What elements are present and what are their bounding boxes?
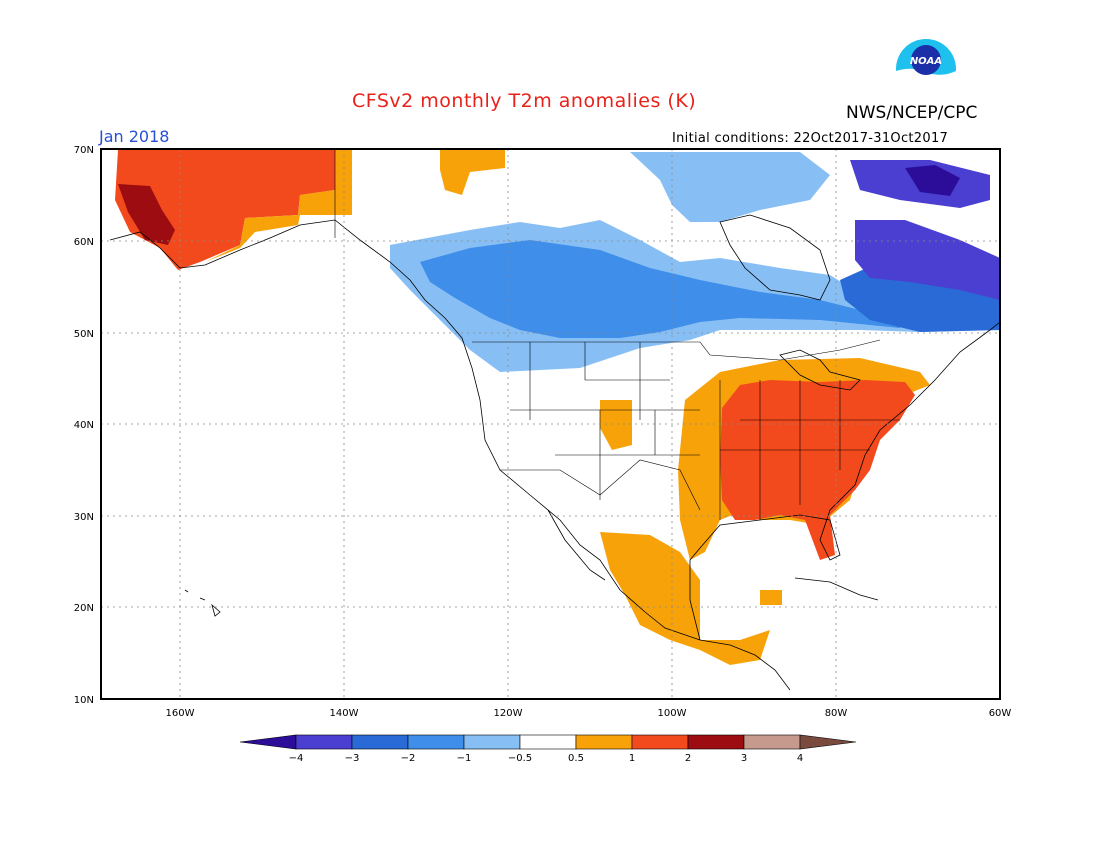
alaska-very-warm-spot (118, 184, 175, 245)
colorbar-swatch (295, 734, 353, 750)
northern-canada-cool (630, 152, 830, 222)
colorbar-arrow-right (799, 734, 857, 750)
colorbar-swatch (407, 734, 465, 750)
great-lakes (779, 349, 861, 391)
colorbar-swatch (575, 734, 633, 750)
svg-text:NOAA: NOAA (910, 56, 942, 67)
lon-label: 120W (494, 708, 523, 719)
colorbar-swatch (631, 734, 689, 750)
lat-label: 10N (74, 695, 94, 706)
lat-label: 30N (74, 512, 94, 523)
colorbar-label: 3 (741, 753, 747, 764)
north-america-coastline (109, 219, 1000, 691)
hawaii-islands (184, 589, 221, 617)
lat-label: 60N (74, 237, 94, 248)
colorbar-swatch (463, 734, 521, 750)
forecast-month: Jan 2018 (99, 127, 170, 146)
colorbar-label: −3 (345, 753, 360, 764)
yukon-warm-patch (440, 150, 505, 195)
noaa-logo-icon: NOAA (896, 39, 956, 100)
mexico-warm-region (600, 532, 770, 665)
baffin-deep-cold (905, 165, 960, 196)
lon-label: 60W (989, 708, 1012, 719)
lon-label: 80W (825, 708, 848, 719)
colorbar-label: −4 (289, 753, 304, 764)
lon-label: 100W (658, 708, 687, 719)
caribbean-warm-patch (760, 590, 782, 605)
initial-conditions: Initial conditions: 22Oct2017-31Oct2017 (672, 131, 949, 146)
political-borders (334, 150, 900, 520)
colorbar-legend: −4 −3 −2 −1 −0.5 0.5 1 2 3 4 (239, 734, 857, 764)
colorbar-label: 0.5 (568, 753, 584, 764)
alaska-warm-fringe (205, 150, 352, 262)
lat-label: 40N (74, 420, 94, 431)
lat-tick-labels: 70N 60N 50N 40N 30N 20N 10N (74, 145, 94, 706)
colorbar-label: 4 (797, 753, 803, 764)
southwest-warm-patch (600, 400, 632, 450)
lat-label: 20N (74, 603, 94, 614)
canada-cold-core (420, 240, 905, 338)
coastlines (109, 214, 1000, 691)
eastern-us-strong-warm (720, 380, 915, 560)
map-frame (100, 148, 1001, 700)
lon-label: 160W (166, 708, 195, 719)
labrador-extreme-cold (855, 220, 1000, 300)
grid-lines (101, 149, 1000, 699)
colorbar-swatch (519, 734, 577, 750)
colorbar-swatch (743, 734, 801, 750)
colorbar-label: −2 (401, 753, 416, 764)
lat-label: 50N (74, 329, 94, 340)
colorbar-arrow-left (239, 734, 297, 750)
colorbar-label: −1 (457, 753, 472, 764)
lon-tick-labels: 160W 140W 120W 100W 80W 60W (166, 708, 1012, 719)
colorbar-label: 1 (629, 753, 635, 764)
lat-label: 70N (74, 145, 94, 156)
cuba-coastline (794, 577, 879, 601)
lon-label: 140W (330, 708, 359, 719)
colorbar-label: 2 (685, 753, 691, 764)
organization-label: NWS/NCEP/CPC (846, 103, 978, 123)
anomaly-fields (115, 150, 1000, 665)
colorbar-label: −0.5 (508, 753, 532, 764)
colorbar-swatch (351, 734, 409, 750)
map-title: CFSv2 monthly T2m anomalies (K) (352, 90, 697, 112)
baja-coastline (547, 509, 606, 581)
hudson-bay-coastline (719, 214, 831, 301)
colorbar-swatch (687, 734, 745, 750)
